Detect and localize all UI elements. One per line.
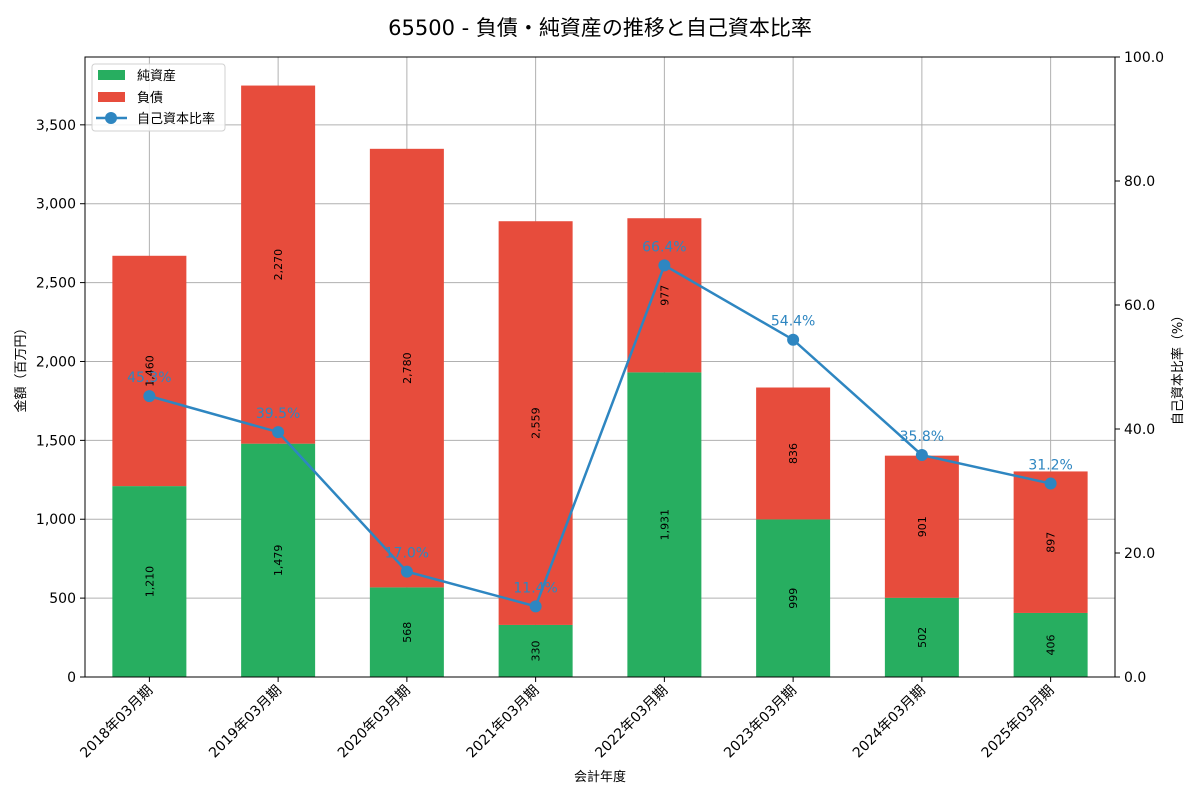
- svg-text:836: 836: [787, 443, 800, 464]
- svg-text:45.3%: 45.3%: [127, 370, 171, 386]
- bar-liabilities: [756, 387, 831, 520]
- x-axis-label: 会計年度: [574, 769, 626, 785]
- bar-liabilities: [884, 455, 959, 598]
- svg-text:自己資本比率: 自己資本比率: [137, 111, 215, 127]
- ratio-point: [529, 600, 542, 613]
- svg-text:39.5%: 39.5%: [256, 406, 300, 422]
- svg-text:2,780: 2,780: [401, 352, 414, 384]
- y2-tick-label: 60.0: [1124, 298, 1155, 314]
- svg-text:31.2%: 31.2%: [1028, 458, 1072, 474]
- x-tick-label: 2023年03月期: [721, 683, 800, 762]
- bar-liabilities: [369, 148, 444, 588]
- bar-net-assets: [627, 372, 702, 677]
- x-tick-label: 2024年03月期: [850, 683, 929, 762]
- x-tick-label: 2018年03月期: [77, 683, 156, 762]
- x-tick-label: 2019年03月期: [206, 683, 285, 762]
- bar-net-assets: [112, 486, 187, 677]
- svg-text:11.4%: 11.4%: [513, 580, 557, 596]
- svg-text:1,460: 1,460: [143, 355, 156, 387]
- svg-text:1,931: 1,931: [658, 509, 671, 541]
- ratio-point: [143, 390, 156, 403]
- y-tick-label: 0: [67, 670, 76, 686]
- svg-text:977: 977: [658, 285, 671, 306]
- x-tick-label: 2021年03月期: [464, 683, 543, 762]
- ratio-point: [1044, 477, 1057, 490]
- svg-text:406: 406: [1045, 634, 1058, 655]
- bar-net-assets: [884, 597, 959, 677]
- ratio-point: [915, 449, 928, 462]
- y-tick-label: 1,500: [36, 433, 76, 449]
- y2-tick-label: 100.0: [1124, 50, 1164, 66]
- ratio-point: [658, 259, 671, 272]
- y-tick-label: 500: [49, 591, 76, 607]
- y-tick-label: 2,500: [36, 276, 76, 292]
- bar-net-assets: [369, 587, 444, 677]
- svg-text:35.8%: 35.8%: [900, 429, 944, 445]
- bar-liabilities: [627, 218, 702, 373]
- svg-text:897: 897: [1045, 532, 1058, 553]
- y-tick-label: 2,000: [36, 354, 76, 370]
- svg-text:330: 330: [530, 640, 543, 661]
- svg-text:66.4%: 66.4%: [642, 239, 686, 255]
- x-tick-label: 2020年03月期: [335, 683, 414, 762]
- svg-text:568: 568: [401, 622, 414, 643]
- svg-text:901: 901: [916, 516, 929, 537]
- bar-net-assets: [498, 624, 573, 677]
- chart-title: 65500 - 負債・純資産の推移と自己資本比率: [388, 16, 812, 40]
- svg-text:2,270: 2,270: [272, 249, 285, 281]
- svg-text:999: 999: [787, 588, 800, 609]
- ratio-point: [400, 565, 413, 578]
- y-tick-label: 3,500: [36, 118, 76, 134]
- y-tick-label: 3,000: [36, 197, 76, 213]
- svg-text:502: 502: [916, 627, 929, 648]
- svg-text:1,479: 1,479: [272, 545, 285, 577]
- bar-net-assets: [241, 443, 316, 677]
- bar-liabilities: [112, 255, 187, 487]
- bar-liabilities: [241, 85, 316, 444]
- y2-tick-label: 20.0: [1124, 546, 1155, 562]
- svg-text:1,210: 1,210: [143, 566, 156, 598]
- x-tick-label: 2025年03月期: [979, 683, 1058, 762]
- y-axis-label: 金額（百万円）: [13, 321, 29, 412]
- y2-tick-label: 0.0: [1124, 670, 1146, 686]
- svg-text:17.0%: 17.0%: [385, 546, 429, 562]
- x-tick-label: 2022年03月期: [592, 683, 671, 762]
- svg-text:純資産: 純資産: [137, 68, 176, 84]
- bar-liabilities: [1013, 471, 1088, 613]
- ratio-point: [272, 426, 285, 439]
- y2-tick-label: 80.0: [1124, 174, 1155, 190]
- svg-text:2,559: 2,559: [530, 407, 543, 439]
- y2-axis-label: 自己資本比率（%）: [1170, 309, 1186, 425]
- svg-text:負債: 負債: [137, 91, 163, 106]
- y-tick-label: 1,000: [36, 512, 76, 528]
- bar-liabilities: [498, 221, 573, 625]
- y2-tick-label: 40.0: [1124, 422, 1155, 438]
- bar-net-assets: [1013, 612, 1088, 677]
- svg-text:54.4%: 54.4%: [771, 314, 815, 330]
- bar-net-assets: [756, 519, 831, 677]
- ratio-point: [787, 333, 800, 346]
